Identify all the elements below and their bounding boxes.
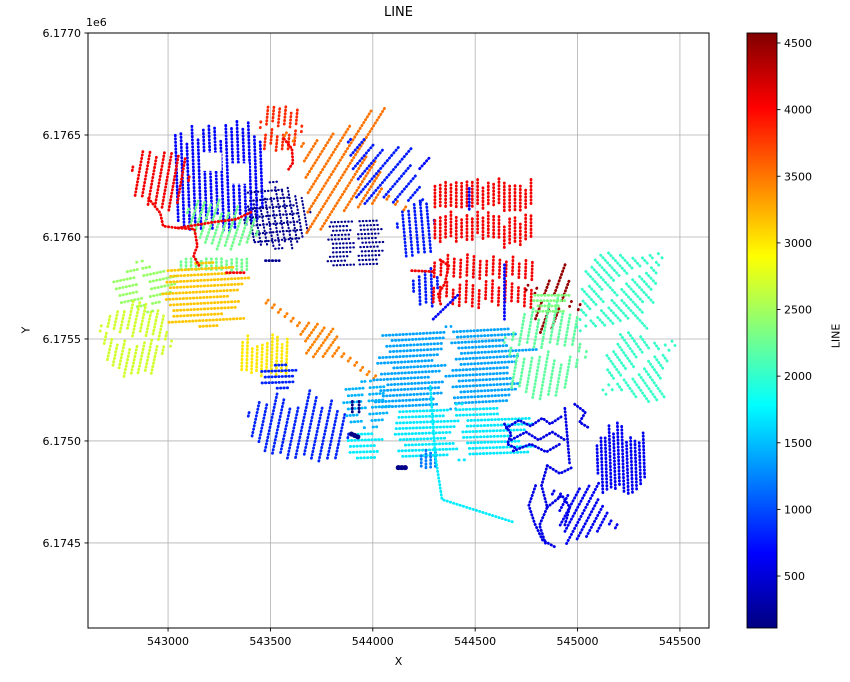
chart-title: LINE <box>383 5 413 20</box>
gps-track <box>503 422 517 450</box>
gps-track <box>545 464 574 476</box>
cluster-blue-field-s <box>246 387 351 463</box>
y-tick-label: 6.1755 <box>43 333 82 346</box>
cluster-orange-field-n <box>283 105 408 235</box>
cluster-springgreen-fan <box>502 292 588 401</box>
field-gap <box>229 163 250 184</box>
cluster-cyan-field-mid <box>393 402 537 462</box>
colorbar-tick-label: 500 <box>784 570 805 583</box>
x-tick-label: 543000 <box>147 635 189 648</box>
gps-track <box>509 430 567 442</box>
gps-track <box>418 156 431 171</box>
colorbar-tick-label: 4500 <box>784 37 812 50</box>
plot-area <box>88 33 709 628</box>
gps-track <box>504 414 564 430</box>
colorbar-label: LINE <box>829 323 843 349</box>
x-tick-label: 545000 <box>557 635 599 648</box>
cluster-navy-rows <box>326 219 387 267</box>
colorbar-tick-label: 2500 <box>784 304 812 317</box>
cluster-red-field-e <box>431 253 534 310</box>
gps-track <box>282 137 295 174</box>
gps-track <box>573 402 591 430</box>
tick-marks <box>84 32 781 632</box>
cluster-cyan-rows-small <box>346 432 384 460</box>
colorbar-tick-label: 1000 <box>784 503 812 516</box>
cluster-navy-grid-h <box>246 180 302 250</box>
gps-track <box>147 197 201 268</box>
field-gap <box>202 152 222 171</box>
cluster-yellowgreen-field-w <box>98 297 173 378</box>
x-tick-label: 545500 <box>659 635 701 648</box>
y-axis-label: Y <box>19 326 33 334</box>
y-tick-label: 6.1750 <box>43 435 82 448</box>
cluster-turquoise-field-e <box>575 251 664 333</box>
cluster-blue-diag-n <box>346 136 426 206</box>
cluster-red-field-ne <box>433 176 533 249</box>
cluster-gold-field <box>161 261 252 328</box>
cluster-azure-field-mid <box>372 325 539 411</box>
cluster-red-field-nw <box>130 147 191 212</box>
gps-track <box>176 209 255 230</box>
scatter-data <box>98 103 677 549</box>
colorbar-tick-label: 3000 <box>784 237 812 250</box>
colorbar <box>746 32 778 629</box>
colorbar-tick-label: 4000 <box>784 104 812 117</box>
colorbar-tick-label: 3500 <box>784 170 812 183</box>
y-tick-label: 6.1760 <box>43 231 82 244</box>
gps-track <box>511 442 562 454</box>
gps-track <box>348 431 361 440</box>
gps-track <box>563 406 572 468</box>
y-tick-label: 6.1765 <box>43 129 82 142</box>
cluster-blue-dashes-e <box>411 267 440 308</box>
y-tick-label: 6.1770 <box>43 27 82 40</box>
cluster-blue-vert-se <box>595 421 647 495</box>
cluster-blue-rows-sw <box>260 363 298 390</box>
gps-track <box>431 293 459 321</box>
x-tick-label: 543500 <box>249 635 291 648</box>
gps-track <box>436 258 451 307</box>
colorbar-tick-label: 2000 <box>784 370 812 383</box>
cluster-blue-diag-se <box>550 480 620 545</box>
axes-frame <box>87 32 710 629</box>
y-tick-label: 6.1745 <box>43 537 82 550</box>
gps-track <box>545 493 572 527</box>
x-tick-label: 544000 <box>352 635 394 648</box>
cluster-turquoise-field-se <box>601 331 677 404</box>
x-axis-label: X <box>394 655 403 668</box>
y-axis-offset-text: 1e6 <box>86 16 107 29</box>
x-tick-label: 544500 <box>454 635 496 648</box>
gps-track <box>410 269 437 274</box>
cluster-orange-band-s <box>264 298 379 381</box>
cluster-palegreen-rows <box>532 293 571 313</box>
cluster-orangered-patch <box>258 103 304 152</box>
colorbar-tick-label: 1500 <box>784 437 812 450</box>
tick-labels: 543000 543500 544000 544500 545000 545500 6.17… <box>43 27 813 648</box>
gps-track <box>527 484 557 549</box>
gps-track <box>428 385 516 524</box>
cluster-green-field-nw <box>185 196 260 251</box>
